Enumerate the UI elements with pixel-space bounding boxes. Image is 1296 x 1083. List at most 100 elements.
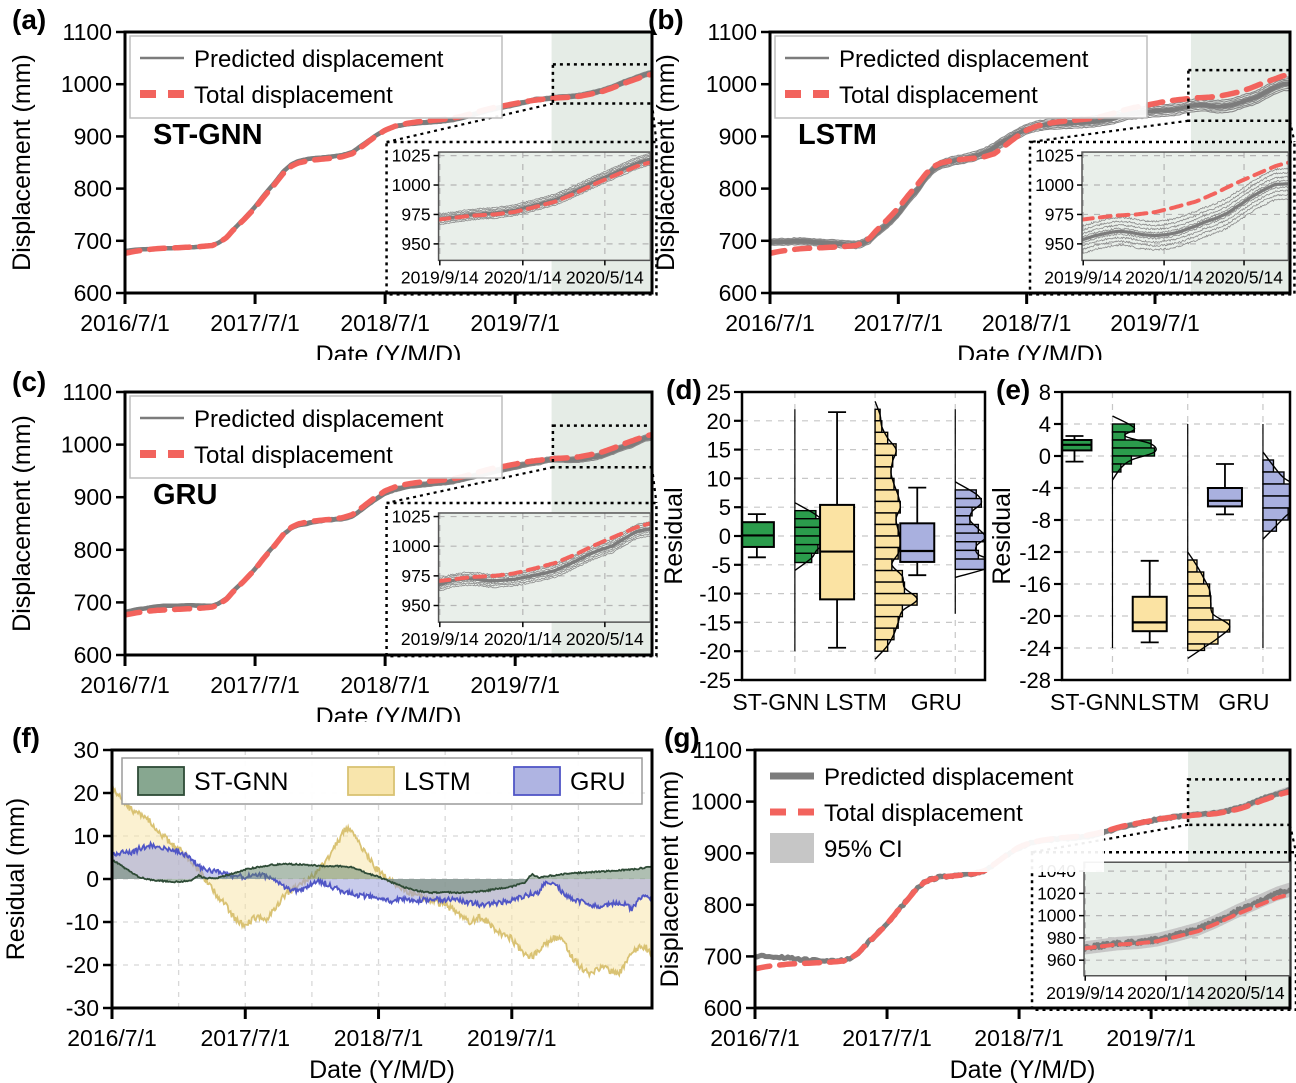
histogram-bar [954,506,973,517]
y-tick-label: 0 [719,524,731,549]
ensemble-line [1082,185,1289,243]
panel-b-label: (b) [648,4,684,35]
zoom-connector-right [650,467,658,504]
histogram-bar [954,541,977,552]
series-layer [770,71,1290,257]
inset-x-tick-label: 2020/5/14 [1207,983,1285,1003]
inset-x-tick-label: 2020/1/14 [484,267,562,287]
axes: 600 700 800 900 1000 1100 2016/7/1 2017/7/1 2018… [660,737,1196,1083]
model-label: LSTM [798,119,877,151]
boxplot-gru [1206,424,1289,648]
axes: 600 700 800 900 1000 1100 2016/7/1 2017/7/1 2018… [8,19,560,360]
inset-y-tick-label: 1025 [1035,146,1074,166]
total-series [125,71,652,257]
y-tick-label: 900 [74,484,112,510]
y-tick-label: -30 [66,995,99,1021]
inset-x-tick-label: 2020/5/14 [566,267,644,287]
inset-series-layer [1084,882,1290,955]
x-tick-label: 2019/7/1 [470,672,560,698]
histogram-bar [874,535,901,549]
ensemble-line [438,164,651,225]
total-series [438,160,651,222]
legend-swatch-lstm [347,766,395,796]
panel-a-label: (a) [12,4,47,35]
residual-timeseries-chart: -30 -20 -10 0 10 20 30 2016/7/1 2017/7/1 2018/7/1… [2,737,654,1083]
legend: Predicted displacement Total displacement [129,395,503,479]
y-tick-label: 25 [707,380,731,405]
x-tick-label: 2017/7/1 [854,310,944,336]
stgnn-displacement-chart: 600 700 800 900 1000 1100 2016/7/1 2017/7/1 2018… [8,19,658,360]
y-tick-label: 8 [1039,380,1051,405]
histogram-bar [874,592,918,606]
x-tick-label: 2019/7/1 [1110,310,1200,336]
x-tick-label: 2018/7/1 [340,672,430,698]
panel-f-label: (f) [12,722,40,753]
histogram-bar [1262,471,1285,485]
y-tick-label: 700 [719,228,757,254]
x-tick-label: 2017/7/1 [210,672,300,698]
y-tick-label: 1100 [63,379,112,405]
y-tick-label: -16 [1019,572,1051,597]
gru-displacement-chart: 600 700 800 900 1000 1100 2016/7/1 2017/7/1 2018… [8,379,658,722]
density-curve [1187,551,1231,659]
category-label: LSTM [825,689,886,715]
predicted-series [1082,182,1289,242]
inset-frame [1083,861,1291,977]
y-tick-label: 20 [73,780,99,806]
residual-area-lstm [112,787,652,976]
axes: -25 -20 -15 -10 -5 0 5 10 15 20 25 ST-GNN LSTM GRU Res… [660,380,962,715]
y-tick-label: 1000 [691,789,742,815]
x-tick-label: 2016/7/1 [725,310,815,336]
histogram-bar [1187,607,1214,621]
total-series [125,431,652,618]
histogram-bar [874,477,895,491]
y-tick-label: 700 [74,589,112,615]
box [1206,487,1243,508]
legend-box [774,35,1148,119]
ci-patch-swatch [770,833,814,863]
y-tick-label: 1100 [693,737,742,763]
x-tick-label: 2019/7/1 [1106,1025,1196,1051]
gridlines [742,392,985,680]
y-tick-label: 900 [74,123,112,149]
inset-series-layer [1082,160,1289,254]
y-axis-label: Residual [660,487,688,584]
y-tick-label: 600 [704,995,742,1021]
histogram-bar [954,515,971,526]
inset-series-layer [438,521,651,592]
histogram-bar [874,523,899,537]
total-series [1082,160,1289,222]
legend-swatch-st-gnn [137,766,185,796]
y-tick-label: 10 [73,823,99,849]
histogram-bar [1187,619,1231,633]
residual-boxplot-chart-2: -28 -24 -20 -16 -12 -8 -4 0 4 8 ST-GNN LSTM GRU Resid… [990,380,1292,715]
inset-background [1084,862,1290,976]
histogram-bar [1111,431,1126,441]
predicted-series [438,527,651,587]
histogram-bar [1187,559,1198,573]
x-tick-label: 2018/7/1 [982,310,1072,336]
density-curve [954,481,984,579]
inset-y-tick-label: 960 [1047,950,1076,970]
inset-background [438,512,651,623]
inset-y-tick-label: 950 [1045,234,1074,254]
residual-line-st-gnn [112,859,652,895]
axes: -28 -24 -20 -16 -12 -8 -4 0 4 8 ST-GNN LSTM GRU Resid… [990,380,1270,715]
category-label: ST-GNN [1050,689,1137,715]
y-tick-label: 700 [704,943,742,969]
histogram-bar [874,546,899,560]
ensemble-line [438,154,651,217]
area-layer [112,783,652,980]
inset-frame [437,151,652,262]
boxplot-lstm [819,401,918,660]
y-tick-label: -10 [66,909,99,935]
y-tick-label: 1100 [708,19,757,45]
histogram-bar [874,466,892,480]
legend-label: Total displacement [194,442,393,469]
legend-swatch-gru [513,766,561,796]
legend-label: Predicted displacement [194,46,444,73]
inset-y-tick-label: 975 [401,204,430,224]
axes: 600 700 800 900 1000 1100 2016/7/1 2017/7/1 2018… [652,19,1200,360]
inset-x-tick-label: 2019/9/14 [1044,267,1122,287]
